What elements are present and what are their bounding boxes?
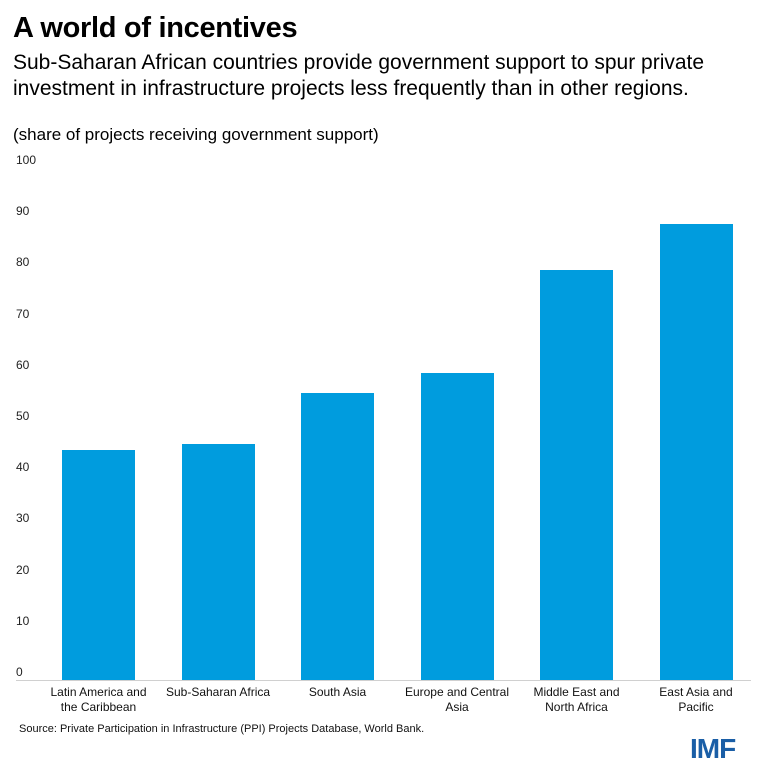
y-tick-label: 30 [16,511,30,526]
y-tick-label: 50 [16,409,30,423]
chart-subtitle: Sub-Saharan African countries provide go… [13,51,705,100]
x-tick-label: Europe and Central Asia [404,685,510,714]
y-tick-label: 20 [16,562,30,577]
bar [62,449,135,680]
y-tick-label: 0 [16,665,23,679]
x-axis-baseline [16,680,751,681]
bar [420,372,494,680]
x-tick-label: East Asia and Pacific [659,685,733,714]
y-tick-label: 40 [16,460,30,475]
x-tick-label: Middle East and North Africa [533,685,620,714]
bar [659,224,733,680]
chart-title: A world of incentives [13,12,298,44]
bar [301,393,374,680]
y-tick-label: 80 [16,255,30,270]
source-note: Source: Private Participation in Infrast… [19,723,425,735]
y-tick-label: 100 [16,153,37,167]
x-tick-label: South Asia [308,685,367,699]
chart-units: (share of projects receiving government … [13,125,379,144]
y-tick-label: 70 [16,306,30,321]
y-tick-label: 10 [16,613,30,628]
y-tick-label: 90 [16,204,30,219]
bar [540,270,613,680]
y-tick-label: 60 [16,357,30,372]
bar [181,444,255,680]
x-tick-label: Latin America and the Caribbean [50,685,147,714]
x-tick-label: Sub-Saharan Africa [165,685,271,699]
imf-logo: IMF [690,733,736,764]
